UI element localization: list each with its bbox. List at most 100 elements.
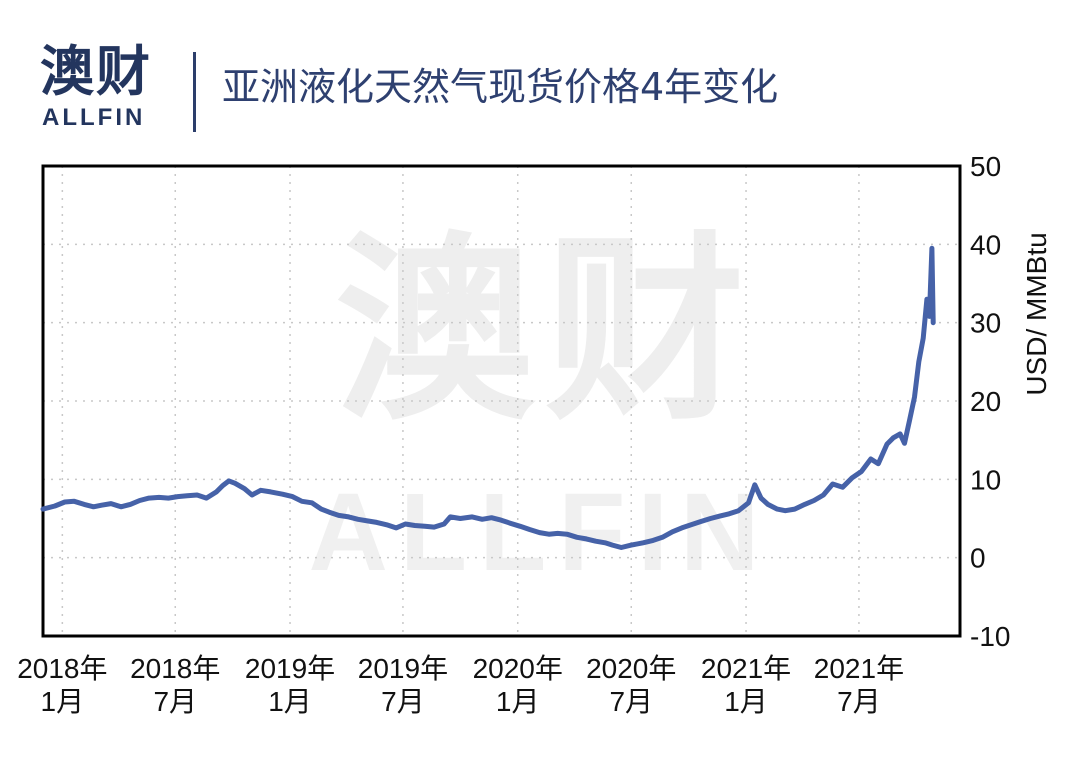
data-point	[337, 513, 341, 517]
data-point	[699, 520, 702, 524]
y-tick-label: 40	[970, 229, 1001, 260]
y-tick-label: -10	[970, 621, 1010, 652]
data-point	[859, 470, 863, 473]
data-point	[166, 496, 170, 500]
data-point	[250, 493, 254, 497]
x-tick-year: 2020年	[473, 653, 563, 684]
data-point	[747, 501, 750, 505]
data-point	[660, 535, 664, 539]
data-point	[759, 496, 763, 500]
x-tick-month: 1月	[41, 686, 85, 717]
data-point	[753, 483, 757, 487]
x-tick-year: 2018年	[130, 653, 220, 684]
data-point	[432, 525, 436, 529]
data-point	[925, 297, 929, 301]
data-point	[850, 476, 854, 480]
watermark: 澳财 ALLFIN	[308, 215, 759, 594]
data-point	[185, 494, 189, 498]
data-point	[204, 496, 208, 500]
data-point	[737, 509, 740, 513]
data-point	[556, 531, 560, 535]
data-point	[214, 490, 218, 494]
data-point	[775, 507, 779, 511]
x-tick-month: 7月	[837, 686, 881, 717]
data-point	[176, 495, 180, 499]
data-point	[327, 510, 331, 514]
chart-title: 亚洲液化天然气现货价格4年变化	[222, 65, 779, 109]
data-point	[157, 495, 161, 499]
data-point	[413, 524, 417, 527]
data-point	[575, 535, 579, 539]
data-point	[300, 499, 304, 503]
y-tick-label: 0	[970, 543, 986, 574]
data-point	[41, 507, 45, 511]
data-point	[921, 336, 925, 340]
x-tick-month: 1月	[268, 686, 312, 717]
x-tick-month: 1月	[724, 686, 768, 717]
data-point	[138, 499, 142, 502]
y-axis: -10 0 10 20 30 40 50	[970, 151, 1010, 652]
data-point	[651, 538, 655, 542]
data-point	[917, 360, 921, 364]
data-point	[394, 526, 398, 530]
x-tick-month: 7月	[381, 686, 425, 717]
data-point	[82, 502, 86, 506]
data-point	[898, 432, 902, 436]
data-point	[641, 541, 645, 545]
data-point	[480, 517, 484, 521]
data-point	[903, 441, 906, 445]
x-tick-year: 2021年	[814, 653, 904, 684]
data-point	[584, 537, 588, 541]
data-point	[319, 507, 323, 511]
data-point	[508, 521, 512, 525]
data-point	[709, 517, 712, 520]
data-point	[442, 522, 446, 526]
data-point	[92, 505, 95, 509]
data-point	[931, 321, 935, 325]
data-point	[930, 246, 934, 250]
data-point	[356, 517, 360, 521]
data-point	[603, 541, 607, 545]
data-point	[499, 518, 503, 522]
x-tick-year: 2020年	[586, 653, 676, 684]
data-point	[812, 499, 816, 502]
data-point	[565, 532, 569, 536]
data-point	[109, 502, 113, 506]
x-tick-month: 7月	[609, 686, 653, 717]
data-point	[227, 479, 231, 483]
header-divider	[193, 52, 196, 132]
data-point	[727, 512, 731, 516]
data-point	[831, 482, 835, 486]
data-point	[528, 528, 532, 531]
data-point	[766, 502, 770, 506]
data-point	[891, 436, 895, 440]
data-point	[885, 442, 889, 446]
data-point	[448, 515, 452, 519]
data-point	[629, 543, 633, 547]
y-axis-label: USD/ MMBtu	[1021, 232, 1052, 395]
data-point	[119, 505, 123, 509]
data-point	[365, 519, 369, 523]
data-point	[281, 492, 284, 496]
header: 澳财 ALLFIN 亚洲液化天然气现货价格4年变化	[0, 0, 1080, 140]
x-tick-year: 2021年	[701, 653, 791, 684]
x-tick-month: 7月	[153, 686, 197, 717]
data-point	[793, 507, 797, 511]
x-axis: 2018年1月2018年7月2019年1月2019年7月2020年1月2020年…	[17, 653, 904, 717]
x-tick-month: 1月	[496, 686, 540, 717]
data-point	[841, 485, 845, 489]
data-point	[375, 520, 379, 524]
data-point	[72, 499, 76, 503]
data-point	[547, 532, 551, 536]
data-point	[347, 515, 351, 519]
data-point	[195, 493, 199, 497]
data-point	[783, 509, 787, 513]
data-point	[470, 515, 474, 519]
data-point	[538, 531, 542, 535]
x-tick-year: 2018年	[17, 653, 107, 684]
data-point	[63, 500, 67, 504]
y-tick-label: 20	[970, 386, 1001, 417]
data-point	[128, 502, 132, 506]
data-point	[291, 495, 294, 499]
